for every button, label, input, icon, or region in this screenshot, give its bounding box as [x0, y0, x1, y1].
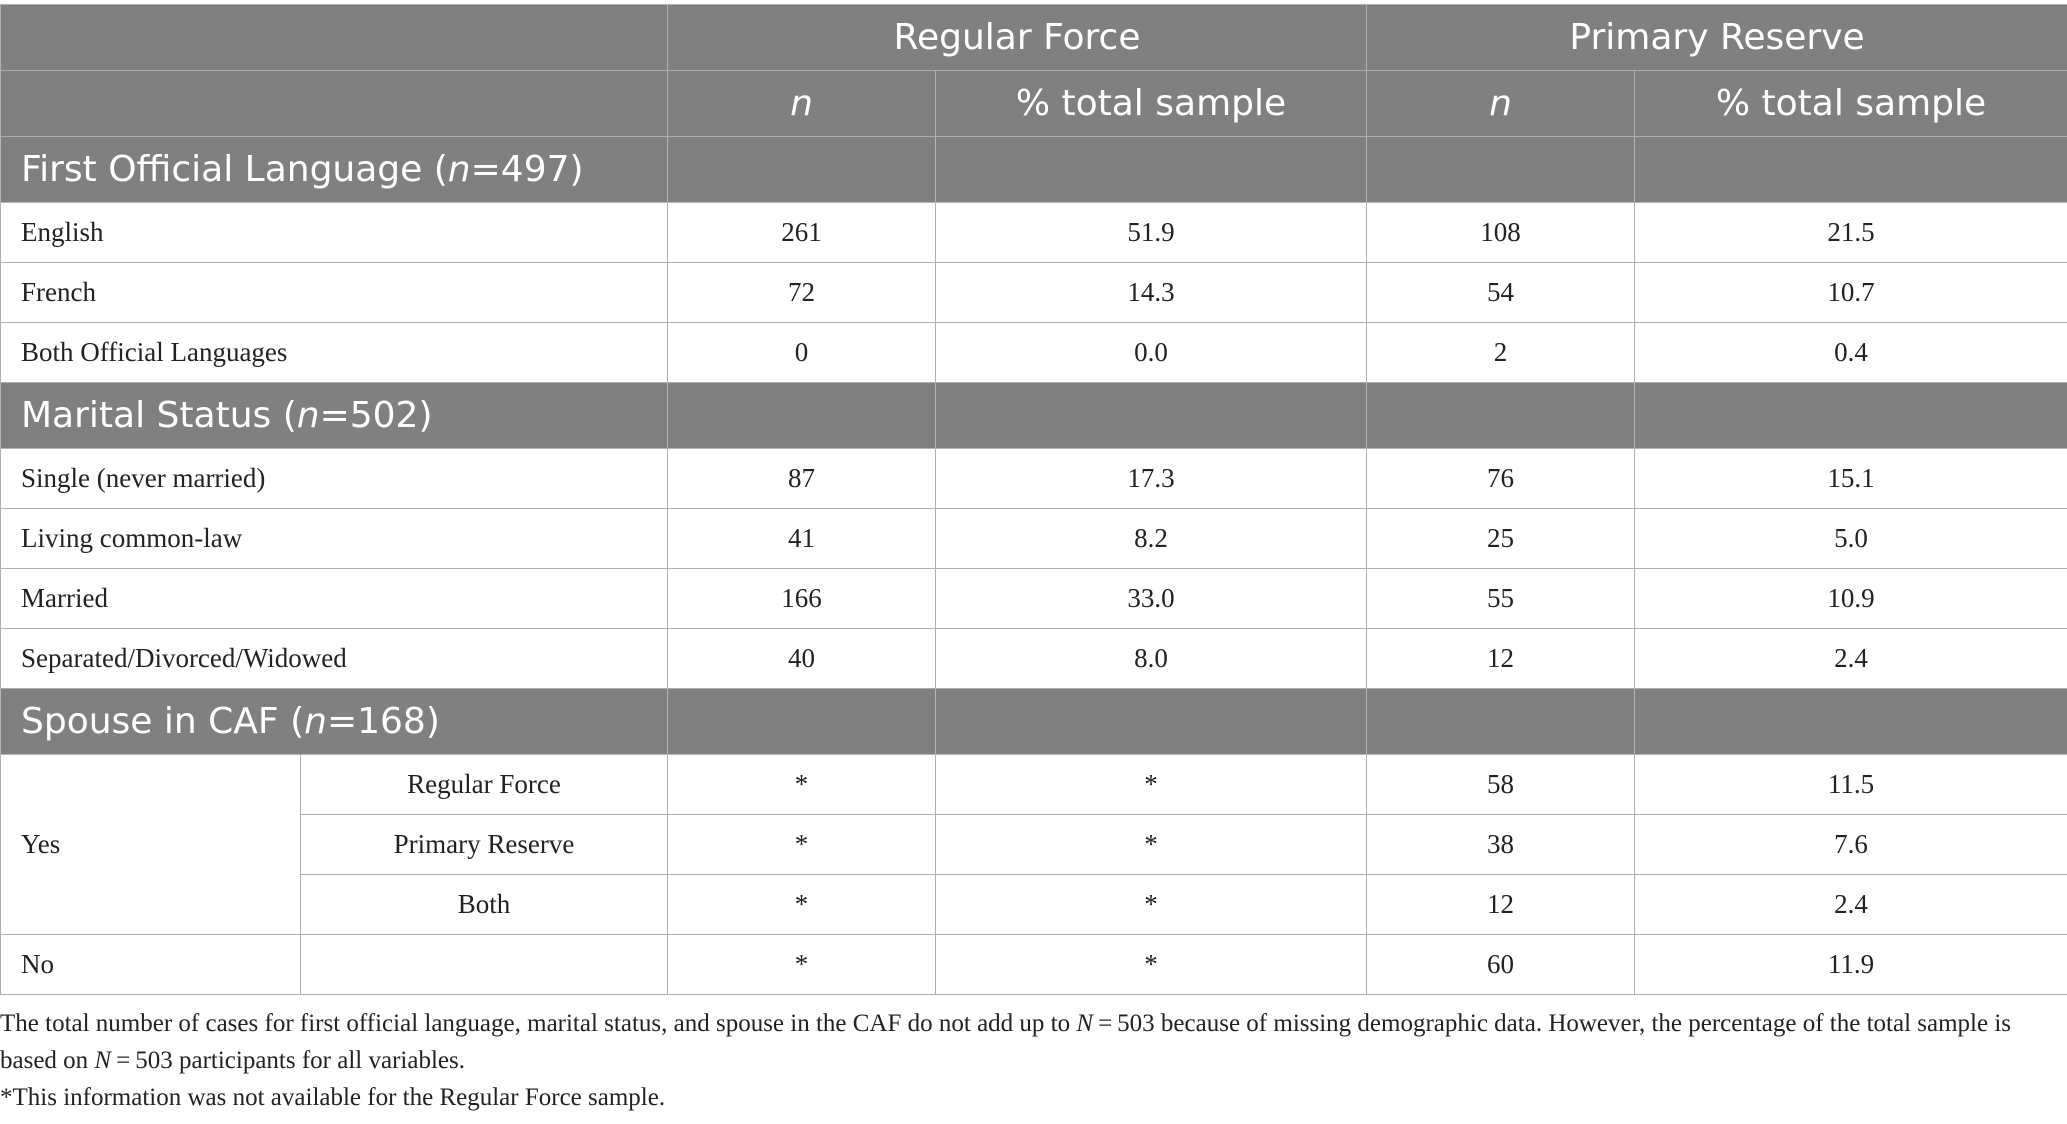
header-rf-n: n	[667, 70, 936, 137]
table-row: Separated/Divorced/Widowed 40 8.0 12 2.4	[0, 628, 2067, 689]
row-sublabel-empty	[300, 934, 668, 995]
section-title: Marital Status (n=502)	[0, 382, 668, 449]
cell-rf-pct: 14.3	[934, 262, 1368, 323]
cell-rf-n: *	[667, 814, 936, 875]
cell-pr-n: 38	[1366, 814, 1636, 875]
cell-rf-pct: *	[934, 754, 1368, 815]
cell-rf-pct: 51.9	[934, 202, 1368, 263]
header-pr-n: n	[1366, 70, 1636, 137]
cell-pr-pct: 21.5	[1634, 202, 2067, 263]
row-sublabel: Primary Reserve	[300, 814, 668, 875]
section-title: First Official Language (n=497)	[0, 136, 668, 203]
table-row: Both * * 12 2.4	[1, 874, 2067, 935]
cell-rf-n: 166	[667, 568, 936, 629]
row-label: Both Official Languages	[0, 322, 668, 383]
cell-rf-pct: 8.0	[934, 628, 1368, 689]
cell-rf-pct: *	[934, 934, 1368, 995]
cell-rf-n: *	[667, 934, 936, 995]
cell-pr-pct: 2.4	[1634, 628, 2067, 689]
cell-pr-n: 55	[1366, 568, 1636, 629]
section-row-first-official-language: First Official Language (n=497)	[0, 136, 2067, 203]
cell-pr-pct: 5.0	[1634, 508, 2067, 569]
cell-rf-pct: 8.2	[934, 508, 1368, 569]
table-row: Both Official Languages 0 0.0 2 0.4	[0, 322, 2067, 383]
row-label: Living common-law	[0, 508, 668, 569]
footnote-missing-data: The total number of cases for first offi…	[0, 1010, 2012, 1074]
header-empty-cell	[0, 70, 668, 137]
section-row-marital-status: Marital Status (n=502)	[0, 382, 2067, 449]
cell-rf-pct: *	[934, 814, 1368, 875]
cell-rf-n: 40	[667, 628, 936, 689]
row-label: English	[0, 202, 668, 263]
header-primary-reserve: Primary Reserve	[1366, 4, 2067, 71]
section-title: Spouse in CAF (n=168)	[0, 688, 668, 755]
table-footnotes: The total number of cases for first offi…	[0, 1005, 2060, 1116]
cell-pr-pct: 0.4	[1634, 322, 2067, 383]
table-row: English 261 51.9 108 21.5	[0, 202, 2067, 263]
cell-pr-pct: 2.4	[1634, 874, 2067, 935]
header-empty-cell	[0, 4, 668, 71]
table-row: French 72 14.3 54 10.7	[0, 262, 2067, 323]
row-label: Single (never married)	[0, 448, 668, 509]
cell-pr-pct: 10.9	[1634, 568, 2067, 629]
table-row: Married 166 33.0 55 10.9	[0, 568, 2067, 629]
cell-pr-n: 76	[1366, 448, 1636, 509]
cell-rf-n: 0	[667, 322, 936, 383]
cell-pr-n: 12	[1366, 874, 1636, 935]
cell-pr-pct: 11.5	[1634, 754, 2067, 815]
section-row-spouse-in-caf: Spouse in CAF (n=168)	[0, 688, 2067, 755]
cell-pr-n: 54	[1366, 262, 1636, 323]
cell-pr-pct: 15.1	[1634, 448, 2067, 509]
header-row-groups: Regular Force Primary Reserve	[0, 4, 2067, 71]
cell-pr-pct: 7.6	[1634, 814, 2067, 875]
header-regular-force: Regular Force	[666, 4, 1368, 71]
header-rf-pct: % total sample	[934, 70, 1368, 137]
cell-pr-n: 12	[1366, 628, 1636, 689]
cell-rf-pct: 0.0	[934, 322, 1368, 383]
cell-pr-n: 60	[1366, 934, 1636, 995]
table-row: No * * 60 11.9	[0, 934, 2067, 995]
cell-rf-n: 261	[667, 202, 936, 263]
demographics-table: Regular Force Primary Reserve n % total …	[0, 4, 2067, 995]
cell-pr-n: 2	[1366, 322, 1636, 383]
cell-rf-n: 41	[667, 508, 936, 569]
row-label-no: No	[0, 934, 301, 995]
cell-pr-pct: 11.9	[1634, 934, 2067, 995]
cell-pr-n: 108	[1366, 202, 1636, 263]
cell-pr-n: 25	[1366, 508, 1636, 569]
cell-rf-n: *	[667, 874, 936, 935]
table-row: Living common-law 41 8.2 25 5.0	[0, 508, 2067, 569]
footnote-asterisk: *This information was not available for …	[0, 1084, 666, 1111]
header-pr-pct: % total sample	[1634, 70, 2067, 137]
cell-rf-pct: *	[934, 874, 1368, 935]
cell-rf-pct: 33.0	[934, 568, 1368, 629]
row-sublabel: Regular Force	[300, 754, 668, 815]
cell-rf-n: 72	[667, 262, 936, 323]
header-row-measures: n % total sample n % total sample	[0, 70, 2067, 137]
row-label-yes: Yes	[0, 754, 301, 935]
row-sublabel: Both	[300, 874, 668, 935]
cell-rf-n: 87	[667, 448, 936, 509]
cell-pr-n: 58	[1366, 754, 1636, 815]
row-label: Married	[0, 568, 668, 629]
cell-rf-n: *	[667, 754, 936, 815]
demographics-table-container: Regular Force Primary Reserve n % total …	[0, 4, 2067, 995]
table-row: Primary Reserve * * 38 7.6	[1, 814, 2067, 875]
row-label: Separated/Divorced/Widowed	[0, 628, 668, 689]
row-label: French	[0, 262, 668, 323]
table-row: Single (never married) 87 17.3 76 15.1	[0, 448, 2067, 509]
cell-rf-pct: 17.3	[934, 448, 1368, 509]
table-row: Yes Regular Force * * 58 11.5	[0, 754, 2067, 935]
cell-pr-pct: 10.7	[1634, 262, 2067, 323]
